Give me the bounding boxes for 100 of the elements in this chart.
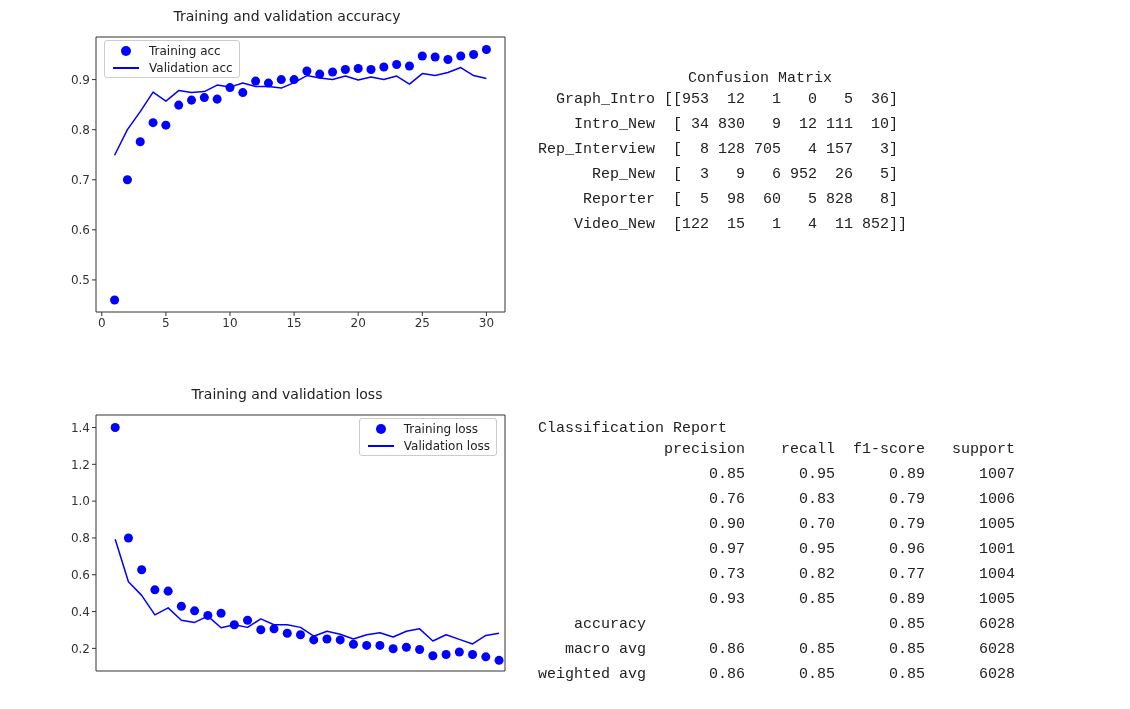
point (212, 94, 222, 104)
point (441, 649, 451, 659)
text: Classification Report (538, 420, 729, 437)
text: Intro_New [ 34 830 9 12 111 10] (573, 115, 900, 135)
x-tick-label: 10 (222, 315, 238, 330)
text: accuracy 0.85 6028 (573, 615, 1017, 635)
point (335, 635, 345, 645)
point (203, 610, 213, 620)
point (243, 615, 253, 625)
point (322, 634, 332, 644)
y-tick-label: 1.4 (70, 420, 90, 435)
y-tick-label: 0.8 (70, 531, 90, 546)
point (163, 586, 173, 596)
point (190, 606, 200, 616)
text: 0.73 0.82 0.77 1004 (708, 565, 1017, 585)
text: 0.85 0.95 0.89 1007 (708, 465, 1017, 485)
point (269, 624, 279, 634)
point (388, 644, 398, 654)
point (392, 60, 402, 70)
text: Rep_New [ 3 9 6 952 26 5] (591, 165, 900, 185)
text: Reporter [ 5 98 60 5 828 8] (582, 190, 900, 210)
point (481, 45, 491, 55)
point (174, 100, 184, 110)
y-tick-label: 0.8 (70, 122, 90, 137)
text: macro avg 0.86 0.85 0.85 6028 (564, 640, 1017, 660)
x-tick-label: 30 (478, 315, 495, 330)
point (454, 647, 464, 657)
point (289, 75, 299, 85)
text: 0.97 0.95 0.96 1001 (708, 540, 1017, 560)
text: Confusion Matrix (687, 70, 834, 87)
legend-label: Validation acc (149, 60, 233, 75)
text: 0.76 0.83 0.79 1006 (708, 490, 1017, 510)
point (135, 137, 145, 147)
point (375, 640, 385, 650)
point (137, 565, 147, 575)
x-tick-label: 25 (414, 315, 430, 330)
y-tick-label: 0.2 (70, 641, 90, 656)
legend-label: Training loss (403, 421, 479, 436)
point (256, 625, 266, 635)
y-tick-label: 1.0 (70, 494, 90, 509)
point (309, 635, 319, 645)
y-tick-label: 0.4 (70, 604, 90, 619)
point (187, 95, 197, 105)
point (295, 630, 306, 640)
point (229, 620, 239, 630)
text: Graph_Intro [[953 12 1 0 5 36] (555, 90, 900, 110)
point (122, 175, 132, 185)
point (340, 65, 350, 75)
point (110, 423, 120, 433)
point (481, 652, 491, 662)
legend-label: Training acc (149, 43, 221, 58)
point (348, 639, 358, 649)
y-tick-label: 0.6 (70, 223, 90, 238)
point (238, 88, 248, 98)
y-tick-label: 0.9 (70, 72, 90, 87)
point (379, 62, 389, 72)
point (123, 533, 133, 543)
x-tick-label: 20 (350, 315, 366, 330)
point (225, 83, 235, 93)
point (443, 55, 453, 65)
point (251, 76, 261, 86)
text: 0.90 0.70 0.79 1005 (708, 515, 1017, 535)
point (150, 585, 160, 595)
point (282, 628, 292, 638)
point (401, 642, 411, 652)
point (415, 644, 425, 654)
point (148, 118, 158, 128)
point (216, 608, 226, 618)
point (276, 75, 286, 85)
y-tick-label: 0.5 (70, 273, 90, 288)
point (404, 61, 414, 71)
point (417, 51, 427, 61)
point (469, 50, 479, 60)
point (161, 120, 171, 130)
text: precision recall f1-score support (663, 440, 1017, 460)
point (328, 67, 338, 77)
point (428, 651, 438, 661)
legend-label: Validation loss (403, 438, 490, 453)
x-tick-label: 0 (97, 315, 106, 330)
point (176, 601, 186, 611)
text: Rep_Interview [ 8 128 705 4 157 3] (538, 140, 900, 160)
text: 0.93 0.85 0.89 1005 (708, 590, 1017, 610)
point (366, 65, 376, 75)
y-tick-label: 0.7 (70, 173, 90, 188)
x-tick-label: 15 (286, 315, 302, 330)
point (494, 655, 504, 665)
point (199, 93, 209, 103)
text: Video_New [122 15 1 4 11 852]] (573, 215, 909, 235)
point (353, 64, 363, 74)
point (430, 52, 440, 62)
point (362, 640, 372, 650)
point (468, 649, 478, 659)
text: weighted avg 0.86 0.85 0.85 6028 (538, 665, 1017, 685)
y-tick-label: 1.2 (70, 457, 90, 472)
point (315, 69, 325, 79)
point (263, 78, 273, 88)
chart-title: Training and validation loss (190, 386, 384, 404)
point (456, 51, 466, 61)
y-tick-label: 0.6 (70, 568, 90, 583)
chart-title: Training and validation accuracy (172, 8, 402, 26)
